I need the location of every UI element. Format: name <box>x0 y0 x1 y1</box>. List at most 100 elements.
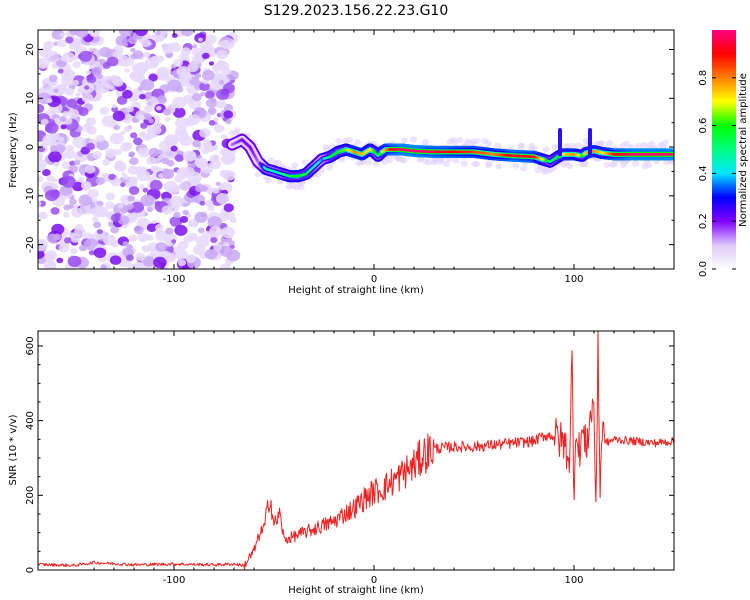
noise-blob <box>157 36 164 42</box>
noise-blob <box>185 254 197 264</box>
noise-blob <box>51 223 65 235</box>
noise-blob <box>199 82 210 91</box>
colorbar-tick-label: 0.6 <box>698 118 709 134</box>
noise-blob <box>164 134 179 147</box>
ridge-halo <box>364 159 372 166</box>
noise-blob <box>67 108 79 119</box>
noise-blob <box>191 54 203 64</box>
noise-blob <box>228 240 235 246</box>
noise-blob <box>84 85 90 90</box>
noise-blob <box>64 87 75 96</box>
noise-blob <box>191 47 203 57</box>
noise-blob <box>219 39 232 50</box>
noise-blob <box>192 44 198 49</box>
noise-blob <box>167 79 182 92</box>
noise-blob <box>153 256 167 268</box>
noise-blob <box>85 70 92 75</box>
ridge-halo <box>551 143 559 150</box>
noise-blob <box>45 50 60 63</box>
noise-blob <box>59 116 67 122</box>
colorbar-gradient-bar <box>712 30 736 269</box>
noise-blob <box>137 211 145 218</box>
colorbar-tick-label: 0.0 <box>698 261 709 277</box>
noise-blob <box>174 224 188 236</box>
noise-blob <box>221 226 235 239</box>
noise-blob <box>134 261 144 269</box>
noise-blob <box>213 243 223 252</box>
noise-blob <box>65 145 74 152</box>
noise-blob <box>182 150 197 162</box>
noise-blob <box>56 257 64 264</box>
noise-blob <box>102 62 111 69</box>
ridge-halo <box>542 146 550 153</box>
ridge-halo <box>495 163 503 170</box>
noise-blob <box>207 205 215 212</box>
noise-blob <box>87 188 99 198</box>
noise-blob <box>93 247 107 258</box>
noise-blob <box>42 169 51 177</box>
noise-blob <box>204 90 215 99</box>
spectrogram-y-tick-label: 0 <box>25 144 36 150</box>
ridge-halo <box>512 162 520 169</box>
ridge-halo <box>265 177 273 184</box>
noise-blob <box>179 216 189 223</box>
noise-blob <box>123 141 133 150</box>
noise-blob <box>180 47 191 56</box>
noise-blob <box>133 225 144 235</box>
noise-blob <box>205 199 214 207</box>
noise-blob <box>179 135 193 147</box>
noise-blob <box>66 98 78 108</box>
ridge-halo <box>606 139 613 146</box>
noise-blob <box>173 58 183 67</box>
noise-blob <box>38 151 44 160</box>
noise-blob <box>38 201 42 207</box>
noise-blob <box>56 39 67 48</box>
spectrogram-panel: -100 0 100 20 10 0 -10 -20 Height of str… <box>8 29 675 296</box>
noise-blob <box>213 117 219 122</box>
ridge-halo <box>456 137 464 144</box>
noise-blob <box>84 122 91 128</box>
spectrogram-y-tick-label: 20 <box>25 43 36 56</box>
noise-blob <box>177 259 187 267</box>
noise-blob <box>109 132 124 145</box>
noise-blob <box>183 235 193 243</box>
ridge-halo <box>569 142 577 149</box>
noise-blob <box>134 30 148 37</box>
noise-blob <box>150 167 156 172</box>
noise-blob <box>86 142 95 151</box>
noise-blob <box>125 254 134 261</box>
noise-blob <box>192 139 202 148</box>
noise-blob <box>63 237 72 244</box>
noise-blob <box>88 47 95 52</box>
noise-blob <box>161 205 173 215</box>
colorbar: 0.0 0.2 0.4 0.6 0.8 Normalized spectral … <box>698 30 749 277</box>
noise-blob <box>215 181 221 186</box>
noise-blob <box>154 200 161 206</box>
spectrogram-y-tick-label: 10 <box>25 92 36 105</box>
ridge-halo <box>645 162 653 168</box>
spectrogram-y-ticks <box>38 49 674 270</box>
noise-blob <box>148 73 158 82</box>
ridge-halo <box>662 139 670 146</box>
noise-blob <box>162 108 172 116</box>
ridge-halo <box>634 143 642 149</box>
noise-blob <box>48 151 62 163</box>
ridge-halo <box>297 184 305 191</box>
noise-blob <box>164 117 171 122</box>
noise-blob <box>71 207 84 218</box>
ridge-halo <box>520 165 528 172</box>
noise-blob <box>137 232 149 242</box>
snr-y-tick-label: 0 <box>25 567 36 573</box>
noise-blob <box>89 30 100 38</box>
spectrogram-x-tick-label: 100 <box>564 274 583 285</box>
noise-blob <box>96 139 109 151</box>
snr-y-ticks <box>38 345 674 571</box>
noise-blob <box>63 204 71 211</box>
noise-blob <box>126 177 137 186</box>
noise-blob <box>110 213 121 222</box>
ridge-halo <box>274 159 282 166</box>
noise-blob <box>111 104 117 109</box>
noise-blob <box>222 152 236 165</box>
noise-blob <box>125 114 132 120</box>
noise-blob <box>40 118 49 126</box>
